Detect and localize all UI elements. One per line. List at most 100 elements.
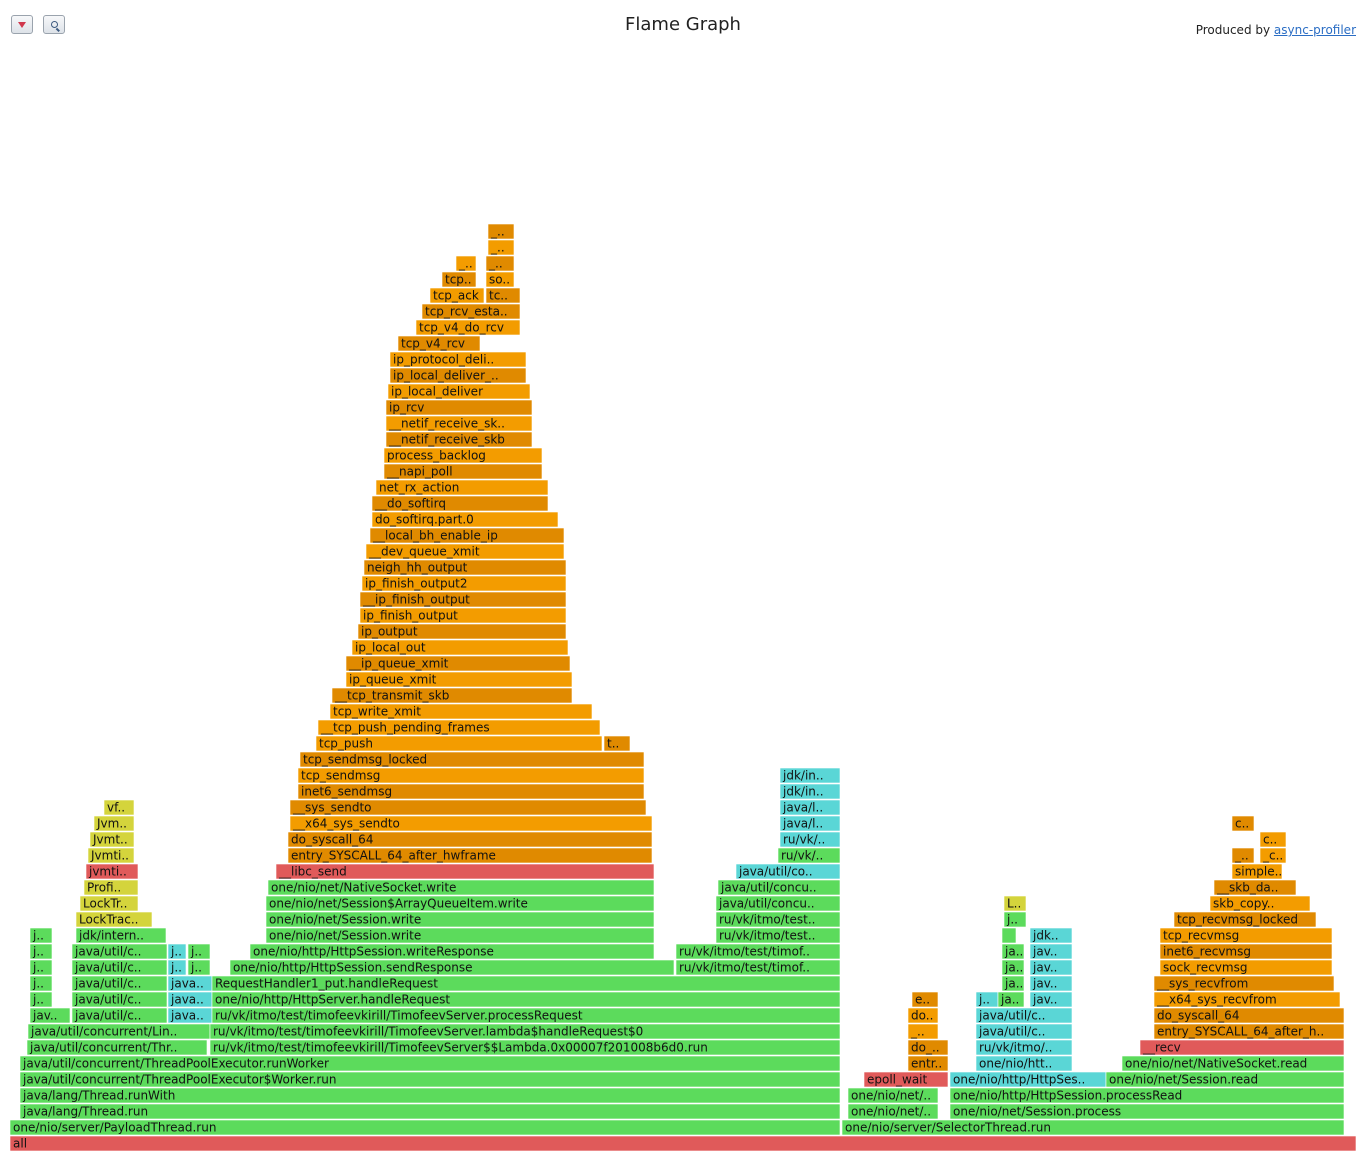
frame-rect[interactable]: [19, 1103, 841, 1120]
frame-rect[interactable]: [1209, 895, 1311, 912]
frame-rect[interactable]: [997, 991, 1025, 1008]
frame-rect[interactable]: [1001, 975, 1025, 992]
frame-rect[interactable]: [779, 783, 841, 800]
frame-rect[interactable]: [29, 927, 53, 944]
flame-frame[interactable]: jav..: [1029, 991, 1073, 1008]
flame-frame[interactable]: _..: [487, 239, 515, 256]
flame-frame[interactable]: j..: [167, 959, 187, 976]
frame-rect[interactable]: [485, 287, 521, 304]
flame-frame[interactable]: one/nio/net/..: [847, 1103, 939, 1120]
flame-frame[interactable]: ja..: [997, 991, 1025, 1008]
flame-frame[interactable]: LockTr..: [79, 895, 139, 912]
flame-frame[interactable]: do..: [907, 1007, 939, 1024]
flame-frame[interactable]: jav..: [1029, 943, 1073, 960]
frame-rect[interactable]: [187, 943, 211, 960]
flame-frame[interactable]: jav..: [1029, 975, 1073, 992]
flame-frame[interactable]: __ip_finish_output: [359, 591, 567, 608]
frame-rect[interactable]: [331, 687, 573, 704]
frame-rect[interactable]: [359, 591, 567, 608]
frame-rect[interactable]: [29, 975, 53, 992]
flame-frame[interactable]: java..: [167, 1007, 213, 1024]
flame-frame[interactable]: java/util/c..: [975, 1007, 1073, 1024]
frame-rect[interactable]: [387, 383, 531, 400]
frame-rect[interactable]: [1121, 1055, 1345, 1072]
frame-rect[interactable]: [975, 1023, 1073, 1040]
frame-rect[interactable]: [415, 319, 521, 336]
frame-rect[interactable]: [93, 815, 135, 832]
frame-rect[interactable]: [299, 751, 645, 768]
flame-frame[interactable]: c..: [1259, 831, 1287, 848]
flame-frame[interactable]: one/nio/http/HttpSession.processRead: [949, 1087, 1345, 1104]
flame-frame[interactable]: java/util/concu..: [715, 895, 841, 912]
frame-rect[interactable]: [1139, 1039, 1345, 1056]
flame-frame[interactable]: ip_local_deliver: [387, 383, 531, 400]
flame-frame[interactable]: c..: [1231, 815, 1255, 832]
reverse-button[interactable]: [11, 15, 33, 34]
frame-rect[interactable]: [345, 671, 573, 688]
flame-frame[interactable]: tcp_v4_do_rcv: [415, 319, 521, 336]
flame-frame[interactable]: e..: [911, 991, 939, 1008]
frame-rect[interactable]: [369, 527, 565, 544]
flame-frame[interactable]: jdk/intern..: [75, 927, 167, 944]
frame-rect[interactable]: [1001, 943, 1025, 960]
flame-frame[interactable]: __dev_queue_xmit: [365, 543, 565, 560]
async-profiler-link[interactable]: async-profiler: [1273, 23, 1356, 37]
flame-frame[interactable]: tcp..: [441, 271, 477, 288]
flame-frame[interactable]: __x64_sys_recvfrom: [1153, 991, 1341, 1008]
frame-rect[interactable]: [29, 991, 53, 1008]
frame-rect[interactable]: [779, 799, 841, 816]
frame-rect[interactable]: [71, 1007, 168, 1024]
flame-frame[interactable]: j..: [29, 943, 53, 960]
flame-frame[interactable]: sock_recvmsg: [1159, 959, 1333, 976]
flame-frame[interactable]: j..: [167, 943, 187, 960]
flame-frame[interactable]: so..: [485, 271, 515, 288]
frame-rect[interactable]: [85, 863, 139, 880]
flame-frame[interactable]: jdk..: [1029, 927, 1073, 944]
flame-frame[interactable]: one/nio/net/Session.write: [265, 927, 655, 944]
flame-frame[interactable]: java..: [167, 975, 213, 992]
flame-frame[interactable]: java/util/concurrent/Lin..: [27, 1023, 211, 1040]
flame-frame[interactable]: __tcp_transmit_skb: [331, 687, 573, 704]
flame-frame[interactable]: java/util/c..: [975, 1023, 1073, 1040]
frame-rect[interactable]: [359, 607, 567, 624]
flame-frame[interactable]: j..: [187, 959, 211, 976]
frame-rect[interactable]: [907, 1007, 939, 1024]
frame-rect[interactable]: [421, 303, 521, 320]
frame-rect[interactable]: [1029, 959, 1073, 976]
frame-rect[interactable]: [847, 1103, 939, 1120]
flame-frame[interactable]: Profi..: [83, 879, 139, 896]
frame-rect[interactable]: [371, 495, 549, 512]
frame-rect[interactable]: [9, 1135, 1357, 1152]
flame-frame[interactable]: ru/vk/itmo/test/timofeevkirill/TimofeevS…: [209, 1039, 841, 1056]
flame-frame[interactable]: __libc_send: [275, 863, 655, 880]
flame-frame[interactable]: __ip_queue_xmit: [345, 655, 571, 672]
frame-rect[interactable]: [275, 863, 655, 880]
flame-frame[interactable]: tcp_recvmsg_locked: [1173, 911, 1317, 928]
frame-rect[interactable]: [287, 847, 653, 864]
frame-rect[interactable]: [103, 799, 135, 816]
flame-frame[interactable]: _..: [907, 1023, 939, 1040]
flame-frame[interactable]: java/util/c..: [71, 959, 168, 976]
flame-frame[interactable]: tcp_ack: [429, 287, 485, 304]
flame-frame[interactable]: do_..: [907, 1039, 949, 1056]
frame-rect[interactable]: [487, 239, 515, 256]
flame-frame[interactable]: java/lang/Thread.runWith: [19, 1087, 841, 1104]
frame-rect[interactable]: [385, 415, 533, 432]
flame-frame[interactable]: tcp_push: [315, 735, 603, 752]
flame-frame[interactable]: entry_SYSCALL_64_after_h..: [1153, 1023, 1345, 1040]
frame-rect[interactable]: [265, 927, 655, 944]
flame-frame[interactable]: one/nio/server/PayloadThread.run: [9, 1119, 841, 1136]
flame-frame[interactable]: do_syscall_64: [1153, 1007, 1345, 1024]
flame-frame[interactable]: __netif_receive_sk..: [385, 415, 533, 432]
frame-rect[interactable]: [603, 735, 631, 752]
flame-frame[interactable]: j..: [29, 991, 53, 1008]
flame-frame[interactable]: __x64_sys_sendto: [289, 815, 653, 832]
frame-rect[interactable]: [167, 991, 213, 1008]
frame-rect[interactable]: [287, 831, 653, 848]
flame-frame[interactable]: RequestHandler1_put.handleRequest: [211, 975, 841, 992]
frame-rect[interactable]: [675, 943, 841, 960]
flame-frame[interactable]: j..: [187, 943, 211, 960]
flame-frame[interactable]: vf..: [103, 799, 135, 816]
flame-frame[interactable]: ru/vk/itmo/test/timof..: [675, 943, 841, 960]
frame-rect[interactable]: [167, 943, 187, 960]
